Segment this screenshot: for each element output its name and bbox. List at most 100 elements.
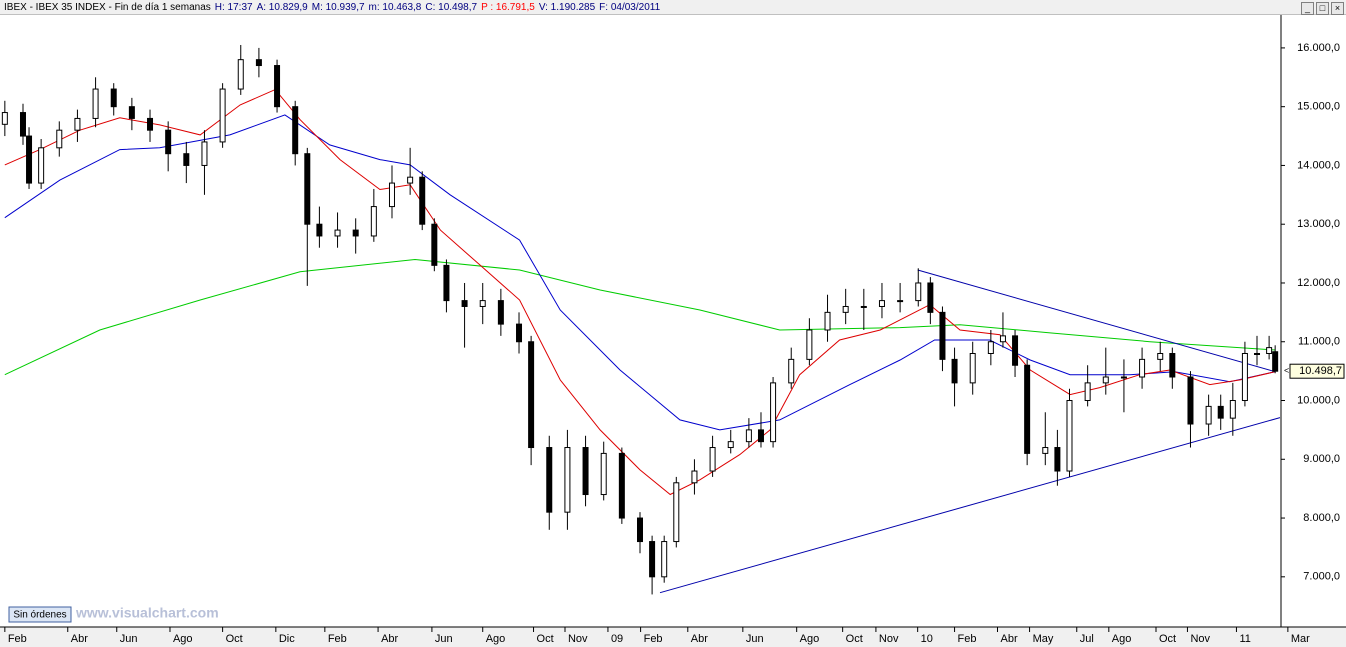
y-tick-label: 15.000,0 (1297, 101, 1340, 113)
candle-body (564, 447, 571, 513)
candle-body (1139, 358, 1146, 378)
indicator-line (4, 114, 1276, 431)
header-item: P : 16.791,5 (481, 2, 535, 13)
x-tick-label: Ago (1112, 633, 1132, 645)
x-tick-label: Feb (328, 633, 347, 645)
close[interactable]: × (1331, 2, 1344, 15)
y-axis-panel (1281, 15, 1346, 627)
x-tick-label: Oct (537, 633, 554, 645)
header-item: IBEX - IBEX 35 INDEX - Fin de día 1 sema… (4, 2, 211, 13)
header-item: M: 10.939,7 (311, 2, 365, 13)
x-tick-label: Ago (486, 633, 506, 645)
candle-body (352, 229, 359, 237)
candle-body (1102, 376, 1109, 384)
candle-body (987, 341, 994, 354)
candle-body (1272, 351, 1279, 372)
x-tick-label: Ago (800, 633, 820, 645)
header-item: H: 17:37 (214, 2, 253, 13)
x-tick-label: Abr (1001, 633, 1018, 645)
candle-body (388, 182, 395, 208)
last-price-label: 10.498,7 (1299, 365, 1342, 377)
candle-body (528, 341, 535, 449)
candle-body (1217, 405, 1224, 419)
candle-body (1084, 382, 1091, 402)
candle-body (806, 329, 813, 360)
candle-body (419, 176, 426, 225)
header-bar: _ □ × IBEX - IBEX 35 INDEX - Fin de día 1 … (0, 0, 1346, 15)
y-tick-label: 8.000,0 (1303, 512, 1340, 524)
candle-body (407, 176, 414, 184)
candle-body (461, 300, 468, 307)
candle-body (860, 305, 867, 308)
last-price-box (1289, 363, 1345, 379)
sin-ordenes-button[interactable] (8, 606, 72, 623)
candle-body (673, 482, 680, 543)
candle-body (927, 282, 934, 313)
candle-body (370, 206, 377, 237)
x-tick-label: Abr (71, 633, 88, 645)
candle-body (431, 223, 438, 266)
x-tick-label: Mar (1291, 633, 1310, 645)
maximize[interactable]: □ (1316, 2, 1329, 15)
candle-body (237, 59, 244, 90)
header-item: A: 10.829,9 (256, 2, 308, 13)
candle-body (1012, 335, 1019, 366)
header-item: F: 04/03/2011 (599, 2, 661, 13)
candle-body (546, 447, 553, 513)
last-price-arrow-mark: < (1284, 366, 1289, 376)
indicator-line (4, 258, 1276, 376)
y-tick-label: 16.000,0 (1297, 42, 1340, 54)
candle-body (1024, 364, 1031, 454)
candle-body (110, 88, 117, 108)
candle-body (74, 117, 81, 131)
candle-body (691, 470, 698, 484)
marks (1, 44, 1281, 595)
candle-body (788, 358, 795, 384)
candle-body (479, 300, 486, 307)
candle-body (1066, 400, 1073, 472)
candle-body (770, 382, 777, 443)
candle-body (201, 141, 208, 166)
x-tick-label: Dic (279, 633, 295, 645)
y-tick-label: 7.000,0 (1303, 571, 1340, 583)
candle-body (165, 129, 172, 155)
x-tick-label: Oct (226, 633, 243, 645)
header-item: m: 10.463,8 (368, 2, 422, 13)
y-tick-label: 11.000,0 (1298, 336, 1340, 348)
candle-body (516, 323, 523, 343)
x-tick-label: Feb (958, 633, 977, 645)
x-tick-label: Abr (691, 633, 708, 645)
candle-body (1042, 447, 1049, 454)
candle-body (727, 441, 734, 449)
candle-body (56, 129, 63, 149)
candle-body (1254, 352, 1261, 355)
candle-body (1229, 400, 1236, 419)
candle-body (745, 429, 752, 443)
watermark: www.visualchart.com (75, 605, 219, 621)
candle-body (1187, 376, 1194, 425)
candle-body (92, 88, 99, 119)
x-tick-label: Oct (846, 633, 863, 645)
y-tick-label: 13.000,0 (1297, 218, 1340, 230)
x-tick-label: Jul (1080, 633, 1094, 645)
candle-body (255, 59, 262, 67)
candle-body (183, 153, 190, 166)
x-tick-label: 09 (611, 633, 623, 645)
candle-body (443, 264, 450, 302)
header-item: C: 10.498,7 (425, 2, 478, 13)
candle-body (969, 352, 976, 384)
candle-body (709, 447, 716, 472)
candle-body (939, 311, 946, 360)
y-tick-label: 9.000,0 (1303, 453, 1340, 465)
candle-body (649, 541, 656, 578)
candle-body (999, 335, 1006, 343)
candle-body (637, 517, 643, 543)
x-tick-label: Nov (568, 633, 588, 645)
candle-body (497, 300, 504, 325)
minimize[interactable]: _ (1301, 2, 1314, 15)
candle-body (824, 311, 831, 331)
x-tick-label: Feb (8, 633, 27, 645)
candle-body (842, 305, 849, 313)
button-label[interactable]: Sin órdenes (13, 610, 66, 621)
